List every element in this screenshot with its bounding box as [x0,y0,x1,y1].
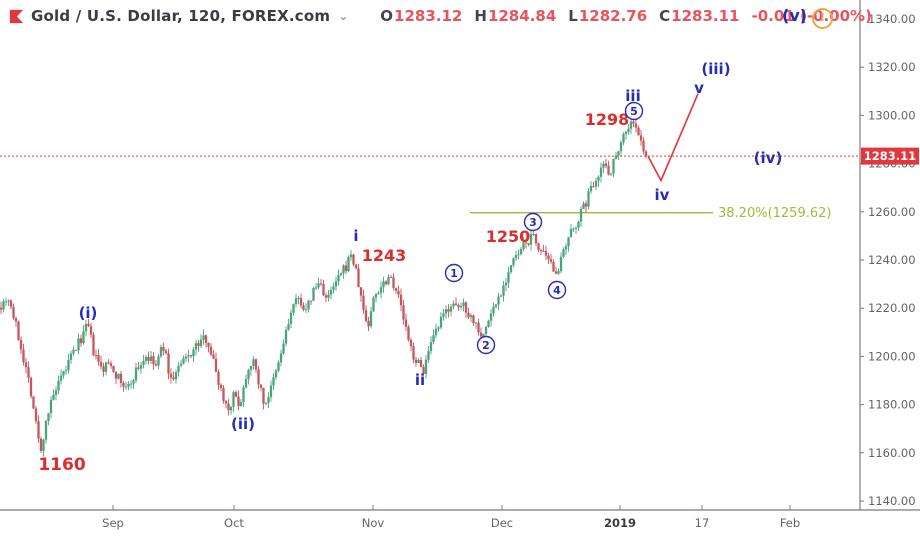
wave-label-i[interactable]: (i) [79,304,98,322]
price-tick-label: 1300.00 [868,108,916,122]
wave-circled-2[interactable]: 2 [476,335,496,355]
fib-retracement[interactable]: 38.20%(1259.62) [470,206,831,221]
chevron-down-icon[interactable]: ⌄ [338,9,349,23]
price-tick-label: 1320.00 [868,60,916,74]
close-label: C [659,7,671,25]
time-tick-label: Oct [224,516,244,530]
price-axis[interactable]: 1340.001320.001300.001280.001260.001240.… [859,0,919,510]
time-tick-label: Sep [102,516,124,530]
price-tick-label: 1220.00 [868,301,916,315]
time-tick-label: Dec [491,516,513,530]
time-axis[interactable]: Sep Oct Nov Dec 2019 17 Feb [0,505,920,530]
svg-text:4: 4 [553,284,561,297]
time-tick-label: 17 [695,516,710,530]
open-label: O [380,7,394,25]
wave-label-1298[interactable]: 1298 [585,110,630,129]
svg-text:2: 2 [482,339,490,352]
svg-text:1: 1 [450,267,458,280]
wave-label-1243[interactable]: 1243 [362,246,407,265]
wave-label-1160[interactable]: 1160 [38,455,85,475]
price-tick-label: 1180.00 [868,398,916,412]
warning-icon[interactable]: ! [812,8,833,29]
svg-text:3: 3 [529,216,537,229]
wave-circled-4[interactable]: 4 [547,280,567,300]
change-value: -0.01 (-0.00%) [751,7,872,25]
low-label: L [568,7,578,25]
symbol-title[interactable]: Gold / U.S. Dollar, 120, FOREX.com [31,7,331,25]
wave-v-header-label: (v) [782,6,808,25]
wave-label-iii[interactable]: iii [625,87,640,105]
price-tick-label: 1140.00 [868,494,916,508]
time-tick-label: Feb [780,516,800,530]
price-tick-label: 1240.00 [868,253,916,267]
svg-text:5: 5 [630,105,638,118]
price-tick-label: 1340.00 [868,12,916,26]
elliott-forecast-line[interactable] [647,93,699,183]
fib-level-label: 38.20%(1259.62) [718,206,831,221]
current-price-label: 1283.11 [861,147,919,165]
wave-label-iv[interactable]: iv [655,186,670,204]
open-value: 1283.12 [394,7,463,25]
ohlc-values: O 1283.12 H 1284.84 L 1282.76 C 1283.11 -0.0… [380,7,872,25]
time-tick-label: Nov [362,516,385,530]
svg-text:1283.11: 1283.11 [864,149,916,163]
wave-label-iii[interactable]: (iii) [701,60,730,78]
low-value: 1282.76 [578,7,648,25]
time-tick-label: 2019 [604,516,636,530]
price-tick-label: 1260.00 [868,205,916,219]
wave-label-ii[interactable]: (ii) [231,415,255,433]
wave-label-ii[interactable]: ii [415,371,425,389]
wave-label-1250[interactable]: 1250 [486,227,531,246]
symbol-logo-icon [9,9,24,23]
close-value: 1283.11 [671,7,740,25]
wave-circled-5[interactable]: 5 [624,101,644,121]
high-label: H [474,7,487,25]
candles [0,116,648,457]
wave-label-i[interactable]: i [353,227,358,245]
high-value: 1284.84 [487,7,557,25]
wave-label-v[interactable]: v [694,79,704,97]
wave-label-iv[interactable]: (iv) [754,149,783,167]
elliott-wave-labels[interactable]: (i)(ii)iiiiiiivv(iii)(iv)116012431250129… [38,60,782,475]
wave-circled-3[interactable]: 3 [523,212,543,232]
chart-legend: Gold / U.S. Dollar, 120, FOREX.com ⌄ O 12… [8,7,872,25]
wave-circled-1[interactable]: 1 [444,263,464,283]
price-tick-label: 1160.00 [868,446,916,460]
price-tick-label: 1200.00 [868,349,916,363]
